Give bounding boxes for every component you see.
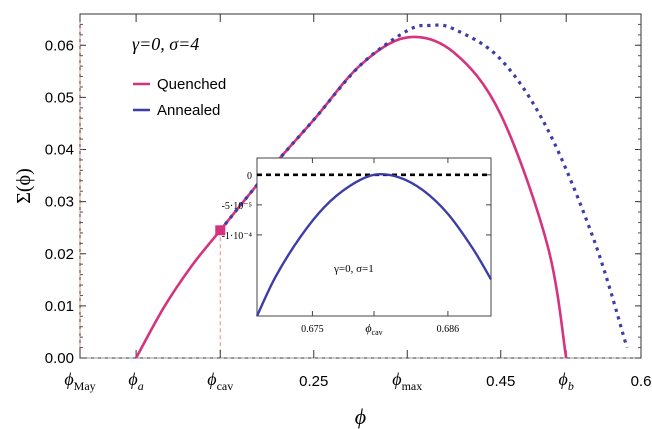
y-tick-label: 0.05: [45, 89, 74, 106]
y-tick-label: 0.00: [45, 350, 74, 367]
y-tick-label: 0.01: [45, 298, 74, 315]
y-axis-label: Σ(ϕ): [13, 168, 35, 204]
series-quenched: [134, 35, 568, 359]
x-tick-label: 0.45: [486, 373, 515, 390]
y-tick-label: 0.06: [45, 37, 74, 54]
inset-x-tick-label: ϕcav: [365, 321, 382, 337]
inset-y-tick-label: -5·10⁻⁵: [222, 201, 252, 212]
inset-frame: [256, 157, 492, 317]
x-tick-label: ϕcav: [207, 369, 233, 393]
series-annealed: [219, 23, 629, 349]
legend-label: Quenched: [157, 76, 226, 93]
inset-x-tick-label: 0.675: [301, 324, 324, 335]
inset-y-tick-label: -1·10⁻⁴: [222, 231, 253, 242]
legend-label: Annealed: [157, 102, 220, 119]
inset-series-annealed: [255, 172, 493, 317]
parameter-annotation: γ=0, σ=4: [132, 34, 199, 54]
x-tick-label: ϕa: [128, 369, 143, 393]
point-marker: [215, 225, 226, 236]
inset-chart: 0 -5·10⁻⁵ -1·10⁻⁴ 0.675 ϕcav 0.686 γ=0, σ=1: [222, 157, 493, 337]
inset-annotation: γ=0, σ=1: [333, 263, 374, 275]
x-tick-label: ϕMay: [64, 369, 95, 393]
y-tick-label: 0.02: [45, 246, 74, 263]
x-axis-label: ϕ: [355, 404, 366, 429]
x-tick-label: 0.6: [631, 373, 652, 390]
y-tick-label: 0.04: [45, 142, 74, 159]
x-tick-label: ϕmax: [392, 369, 422, 393]
y-tick-label: 0.03: [45, 194, 74, 211]
inset-x-tick-label: 0.686: [437, 324, 460, 335]
inset-y-tick-label: 0: [247, 171, 252, 182]
x-tick-label: 0.25: [299, 373, 328, 390]
x-tick-label: ϕb: [559, 369, 574, 393]
